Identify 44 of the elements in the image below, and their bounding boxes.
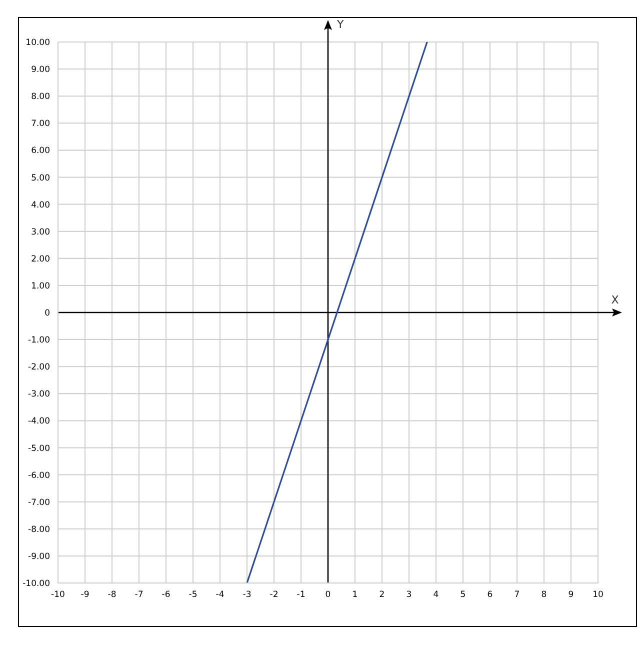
- x-tick-label: 4: [433, 590, 439, 600]
- y-tick-label: 0: [44, 308, 50, 319]
- y-tick-label: 7.00: [31, 119, 50, 130]
- y-tick-label: 10.00: [26, 38, 50, 48]
- x-tick-label: 5: [460, 590, 466, 600]
- y-tick-label: -3.00: [28, 390, 50, 400]
- x-tick-label: -1: [296, 590, 306, 600]
- y-tick-label: -6.00: [28, 470, 50, 481]
- x-tick-label: -6: [162, 590, 170, 600]
- x-tick-label: 9: [568, 590, 574, 600]
- y-tick-label: -10.00: [22, 579, 50, 590]
- x-tick-label: 8: [541, 590, 547, 600]
- y-tick-label: 6.00: [31, 146, 50, 156]
- x-tick-label: 7: [514, 590, 520, 600]
- y-tick-label: 4.00: [31, 200, 50, 210]
- y-tick-label: -7.00: [28, 498, 50, 508]
- y-tick-label: -2.00: [28, 362, 50, 373]
- y-tick-label: -9.00: [28, 552, 50, 562]
- x-tick-label: 0: [325, 590, 331, 600]
- x-tick-label: 2: [379, 590, 385, 600]
- x-tick-label: -8: [108, 590, 116, 600]
- y-tick-label: -5.00: [28, 444, 50, 454]
- x-tick-label: -4: [216, 590, 224, 600]
- x-tick-label: -7: [134, 590, 144, 600]
- y-tick-label: 3.00: [31, 227, 50, 238]
- y-tick-label: 1.00: [31, 281, 50, 292]
- x-tick-label: -10: [51, 590, 65, 600]
- x-tick-label: -9: [80, 590, 90, 600]
- x-tick-label: 3: [406, 590, 412, 600]
- y-tick-label: 2.00: [31, 254, 50, 264]
- x-tick-label: 1: [352, 590, 358, 600]
- x-tick-label: -3: [242, 590, 252, 600]
- y-tick-label: 9.00: [31, 65, 50, 76]
- y-tick-label: 8.00: [31, 92, 50, 102]
- y-tick-label: -8.00: [28, 524, 50, 535]
- y-axis-title: Y: [336, 18, 344, 31]
- y-tick-label: -1.00: [28, 336, 50, 346]
- y-tick-label: -4.00: [28, 416, 50, 427]
- x-tick-label: -2: [270, 590, 278, 600]
- x-tick-label: 10: [592, 590, 604, 600]
- x-tick-label: 6: [487, 590, 493, 600]
- x-axis-title: X: [611, 294, 620, 306]
- y-tick-label: 5.00: [31, 173, 50, 184]
- x-tick-label: -5: [188, 590, 198, 600]
